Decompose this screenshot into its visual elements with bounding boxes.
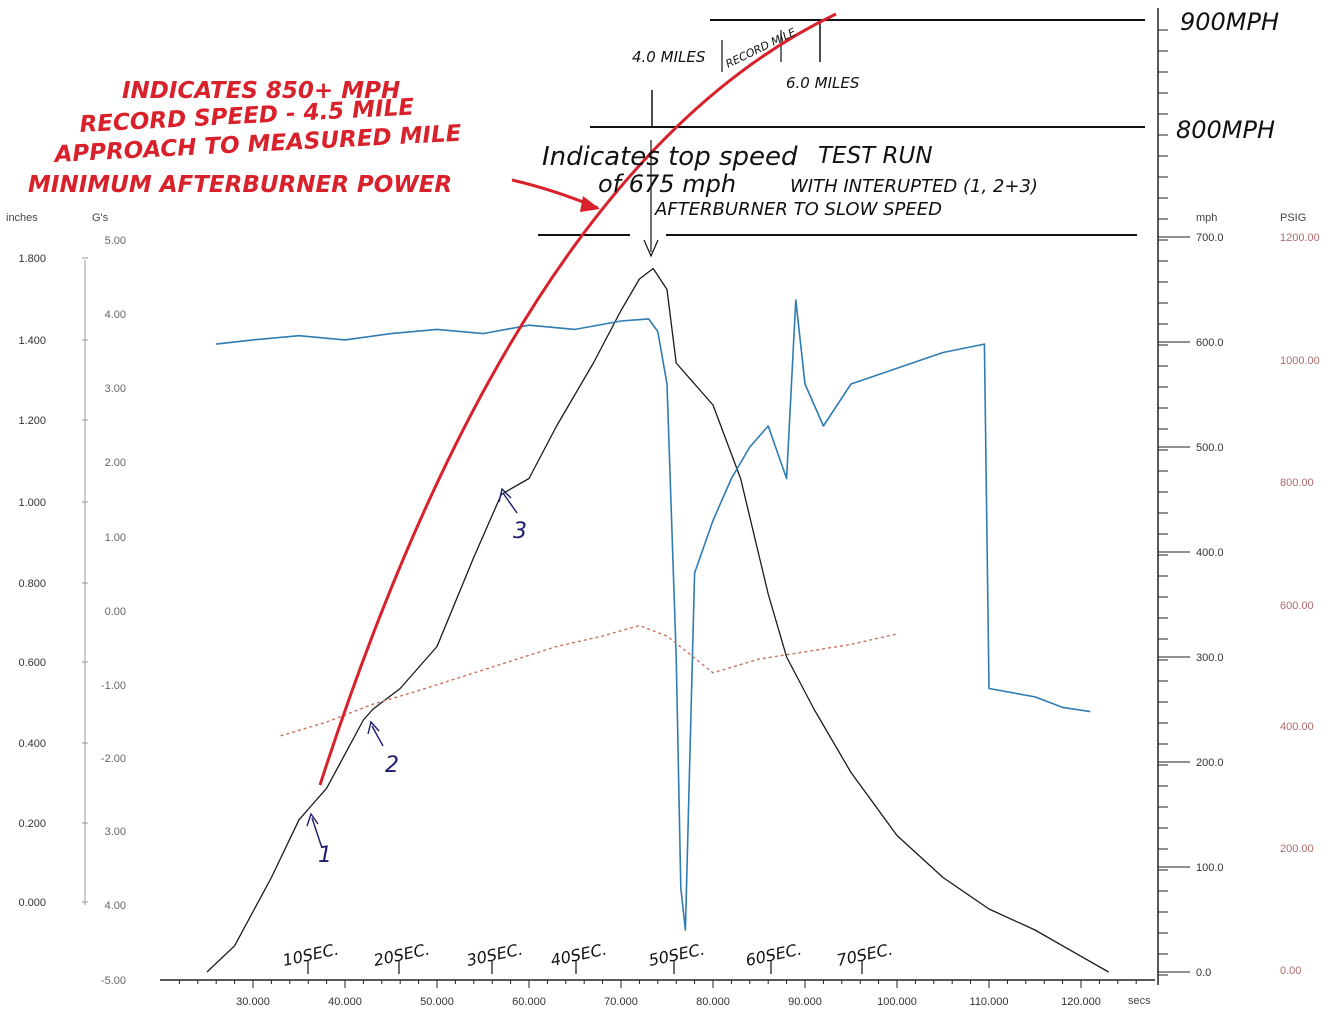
inches-axis-tick-label: 0.200 [18,818,46,830]
x-axis-tick-label: 60.000 [512,996,546,1008]
marker-2-label: 2 [385,753,399,778]
speed-label-900mph: 900MPH [1180,8,1279,36]
inches-axis-tick-label: 1.400 [18,335,46,347]
g-axis-tick-label: 2.00 [105,457,126,469]
series-line [206,267,1109,973]
series-line [280,624,898,737]
psig-axis-ticks: 1200.00 1000.00 800.00 600.00 400.00 200.00 0.… [1280,232,1320,977]
time-mark-label: 60SEC. [744,939,804,969]
mph-axis-minor-ticks [1158,29,1168,976]
x-axis-tick-label: 90.000 [788,996,822,1008]
mph-axis-tick-label: 700.0 [1196,232,1224,244]
g-axis-tick-label: 1.00 [105,532,126,544]
marker-3: 3 [498,487,527,544]
time-mark-label: 20SEC. [372,939,432,969]
g-axis-tick-label: 3.00 [105,383,126,395]
psig-axis-tick-label: 800.00 [1280,477,1314,489]
x-axis-tick-label: 30.000 [236,996,270,1008]
red-note-line-1: INDICATES 850+ MPH [122,78,400,104]
x-axis-tick-label: 80.000 [696,996,730,1008]
x-axis-ticks: 30.000 40.000 50.000 60.000 70.000 80.000 90.0… [178,980,1137,1008]
test-run-line-2: WITH INTERUPTED (1, 2+3) [790,176,1038,197]
time-mark-label: 40SEC. [549,939,609,969]
marker-3-label: 3 [513,519,527,544]
g-axis-tick-label: 3.00 [105,826,126,838]
psig-axis-tick-label: 400.00 [1280,721,1314,733]
x-axis-tick-label: 40.000 [328,996,362,1008]
series-line [216,299,1091,931]
mph-axis-tick-label: 0.0 [1196,967,1211,979]
mph-axis-tick-label: 300.0 [1196,652,1224,664]
top-speed-arrowhead [643,239,659,258]
mph-axis-ticks: 700.0 600.0 500.0 400.0 300.0 200.0 100.0 0.0 [1158,232,1224,979]
mph-axis-tick-label: 100.0 [1196,862,1224,874]
time-mark-label: 10SEC. [281,939,341,969]
x-axis-tick-label: 110.000 [970,996,1009,1008]
x-axis-tick-label: 120.000 [1061,996,1101,1008]
top-speed-note-line-2: of 675 mph [598,170,736,198]
g-axis-tick-label: -1.00 [101,680,126,692]
psig-axis-tick-label: 1200.00 [1280,232,1320,244]
time-marks: 10SEC. 20SEC. 30SEC. 40SEC. 50SEC. 60SEC. 70SE… [281,939,895,974]
test-run-line-3: AFTERBURNER TO SLOW SPEED [654,199,942,220]
psig-axis-tick-label: 200.00 [1280,843,1314,855]
x-axis-tick-label: 100.000 [877,996,917,1008]
time-mark-label: 30SEC. [465,939,525,969]
g-axis-tick-label: 0.00 [105,606,126,618]
inches-axis-tick-label: 0.000 [18,897,46,909]
x-axis-label: secs [1128,995,1151,1007]
mph-axis-tick-label: 200.0 [1196,757,1224,769]
inches-axis-tick-label: 0.400 [18,738,46,750]
g-axis-tick-label: -5.00 [101,975,126,987]
extrapolated-speed-curve [318,12,837,786]
g-axis-tick-label: 4.00 [105,309,126,321]
inches-axis-tick-label: 0.800 [18,578,46,590]
inches-axis-tick-label: 0.600 [18,657,46,669]
g-axis-tick-label: 5.00 [105,235,126,247]
top-speed-note-line-1: Indicates top speed [542,142,798,172]
x-axis-tick-label: 50.000 [420,996,454,1008]
g-axis-tick-label: 4.00 [105,900,126,912]
psig-axis-tick-label: 0.00 [1280,965,1301,977]
mph-axis-tick-label: 600.0 [1196,337,1224,349]
speed-label-800mph: 800MPH [1176,116,1275,144]
inches-axis-label: inches [6,212,38,224]
red-annotation-arrowhead [580,196,600,212]
mile-4-label-value: 4.0 MILES [632,48,706,66]
psig-axis-tick-label: 1000.00 [1280,355,1320,367]
marker-2: 2 [367,720,399,778]
marker-1: 1 [306,812,332,868]
marker-1-label: 1 [318,843,332,868]
series-layer [206,267,1109,973]
inches-axis-tick-label: 1.000 [18,497,46,509]
inches-axis-ticks: 1.800 1.400 1.200 1.000 0.800 0.600 0.400 0.200… [18,253,88,909]
psig-axis-tick-label: 600.00 [1280,600,1314,612]
g-axis-label: G's [92,212,109,224]
mile-6-label: 6.0 MILES [786,74,860,92]
mph-axis-label: mph [1196,212,1217,224]
mile-4-label: 4.0 MILES [632,48,706,66]
test-run-title: TEST RUN [818,143,933,169]
red-note-line-4: MINIMUM AFTERBURNER POWER [28,172,452,198]
psig-axis-label: PSIG [1280,212,1306,224]
x-axis-tick-label: 70.000 [604,996,638,1008]
mph-axis-tick-label: 400.0 [1196,547,1224,559]
inches-axis-tick-label: 1.200 [18,415,46,427]
inches-axis-tick-label: 1.800 [18,253,46,265]
record-mile-label: RECORD MILE [724,26,798,71]
time-mark-label: 50SEC. [647,939,707,969]
g-axis-tick-label: -2.00 [101,753,126,765]
mph-axis-tick-label: 500.0 [1196,442,1224,454]
g-axis-ticks: 5.00 4.00 3.00 2.00 1.00 0.00 -1.00 -2.00 3.00 4.… [101,235,126,987]
time-mark-label: 70SEC. [835,939,895,969]
